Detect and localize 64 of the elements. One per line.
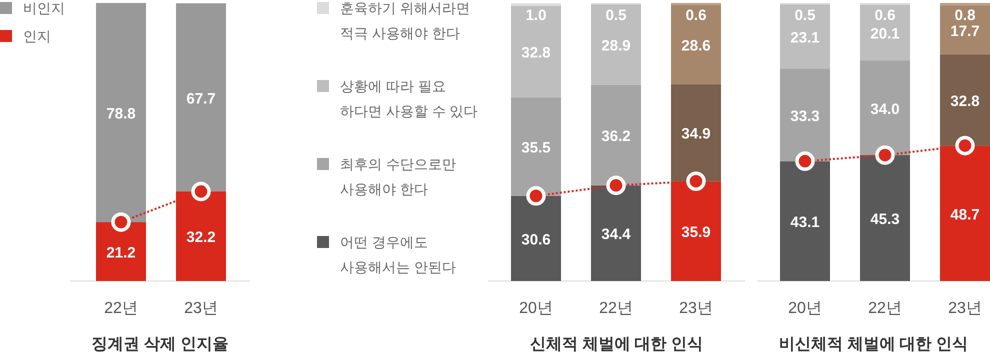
legend-label: 최후의 수단으로만 사용해야 한다 xyxy=(340,156,456,197)
bar xyxy=(780,4,830,69)
legend-label: 상황에 따라 필요 하다면 사용할 수 있다 xyxy=(340,78,478,119)
data-label: 32.8 xyxy=(521,44,551,62)
x-tick-label: 23년 xyxy=(184,300,218,317)
data-label: 23.1 xyxy=(790,30,820,46)
bar xyxy=(671,4,721,84)
data-label: 78.8 xyxy=(106,106,136,123)
data-label: 67.7 xyxy=(186,90,216,108)
data-label: 43.1 xyxy=(790,214,820,232)
data-label: 1.0 xyxy=(526,7,546,24)
data-label: 35.5 xyxy=(521,140,551,157)
text: 비신체적 체벌에 대한 인식 xyxy=(778,336,968,353)
legend-label: 인지 xyxy=(23,28,51,44)
x-tick-label: 23년 xyxy=(948,300,982,317)
bar xyxy=(591,84,641,186)
bar xyxy=(860,4,910,61)
data-label: 0.6 xyxy=(874,7,896,24)
data-label: 34.0 xyxy=(870,100,900,118)
bar xyxy=(671,84,721,182)
data-label: 20.1 xyxy=(870,26,900,43)
x-tick-label: 20년 xyxy=(788,300,822,317)
data-label: 34.9 xyxy=(681,126,711,143)
bar xyxy=(511,97,561,196)
bar xyxy=(780,161,830,281)
bar xyxy=(511,196,561,281)
bar xyxy=(591,4,641,85)
data-label: 0.5 xyxy=(606,7,626,24)
data-label: 34.4 xyxy=(601,226,632,244)
x-tick-label: 20년 xyxy=(519,300,553,317)
legend-label: 어떤 경우에도 사용해서는 안된다 xyxy=(340,234,456,275)
legend-label: 비인지 xyxy=(23,0,65,16)
bar xyxy=(591,185,641,281)
data-label: 32.8 xyxy=(950,93,980,110)
data-label: 21.2 xyxy=(106,244,136,262)
bar xyxy=(96,3,146,222)
data-label: 33.3 xyxy=(790,108,820,125)
data-label: 45.3 xyxy=(870,211,900,228)
bar xyxy=(176,3,226,192)
text: 신체적 체벌에 대한 인식 xyxy=(530,336,704,353)
x-tick-label: 23년 xyxy=(679,300,713,317)
data-label: 0.8 xyxy=(954,7,976,24)
data-label: 0.6 xyxy=(686,7,706,24)
x-tick-label: 22년 xyxy=(599,300,633,317)
data-label: 28.9 xyxy=(601,38,631,55)
bar xyxy=(860,155,910,281)
x-tick-label: 22년 xyxy=(868,300,902,317)
data-label: 17.7 xyxy=(950,22,980,40)
bar xyxy=(860,60,910,156)
data-label: 30.6 xyxy=(521,231,551,248)
data-label: 35.9 xyxy=(681,224,711,242)
legend-label: 훈육하기 위해서라면 적극 사용해야 한다 xyxy=(340,0,470,41)
data-label: 28.6 xyxy=(681,37,711,54)
text: 징계권 삭제 인지율 xyxy=(92,336,228,353)
bar xyxy=(940,54,990,146)
data-label: 36.2 xyxy=(601,128,631,146)
data-label: 0.5 xyxy=(794,7,816,24)
bar xyxy=(940,5,990,54)
bar xyxy=(511,6,561,98)
bar xyxy=(511,3,561,6)
bar xyxy=(780,68,830,162)
x-tick-label: 22년 xyxy=(104,300,138,317)
data-label: 32.2 xyxy=(186,229,216,246)
data-label: 48.7 xyxy=(950,206,980,224)
